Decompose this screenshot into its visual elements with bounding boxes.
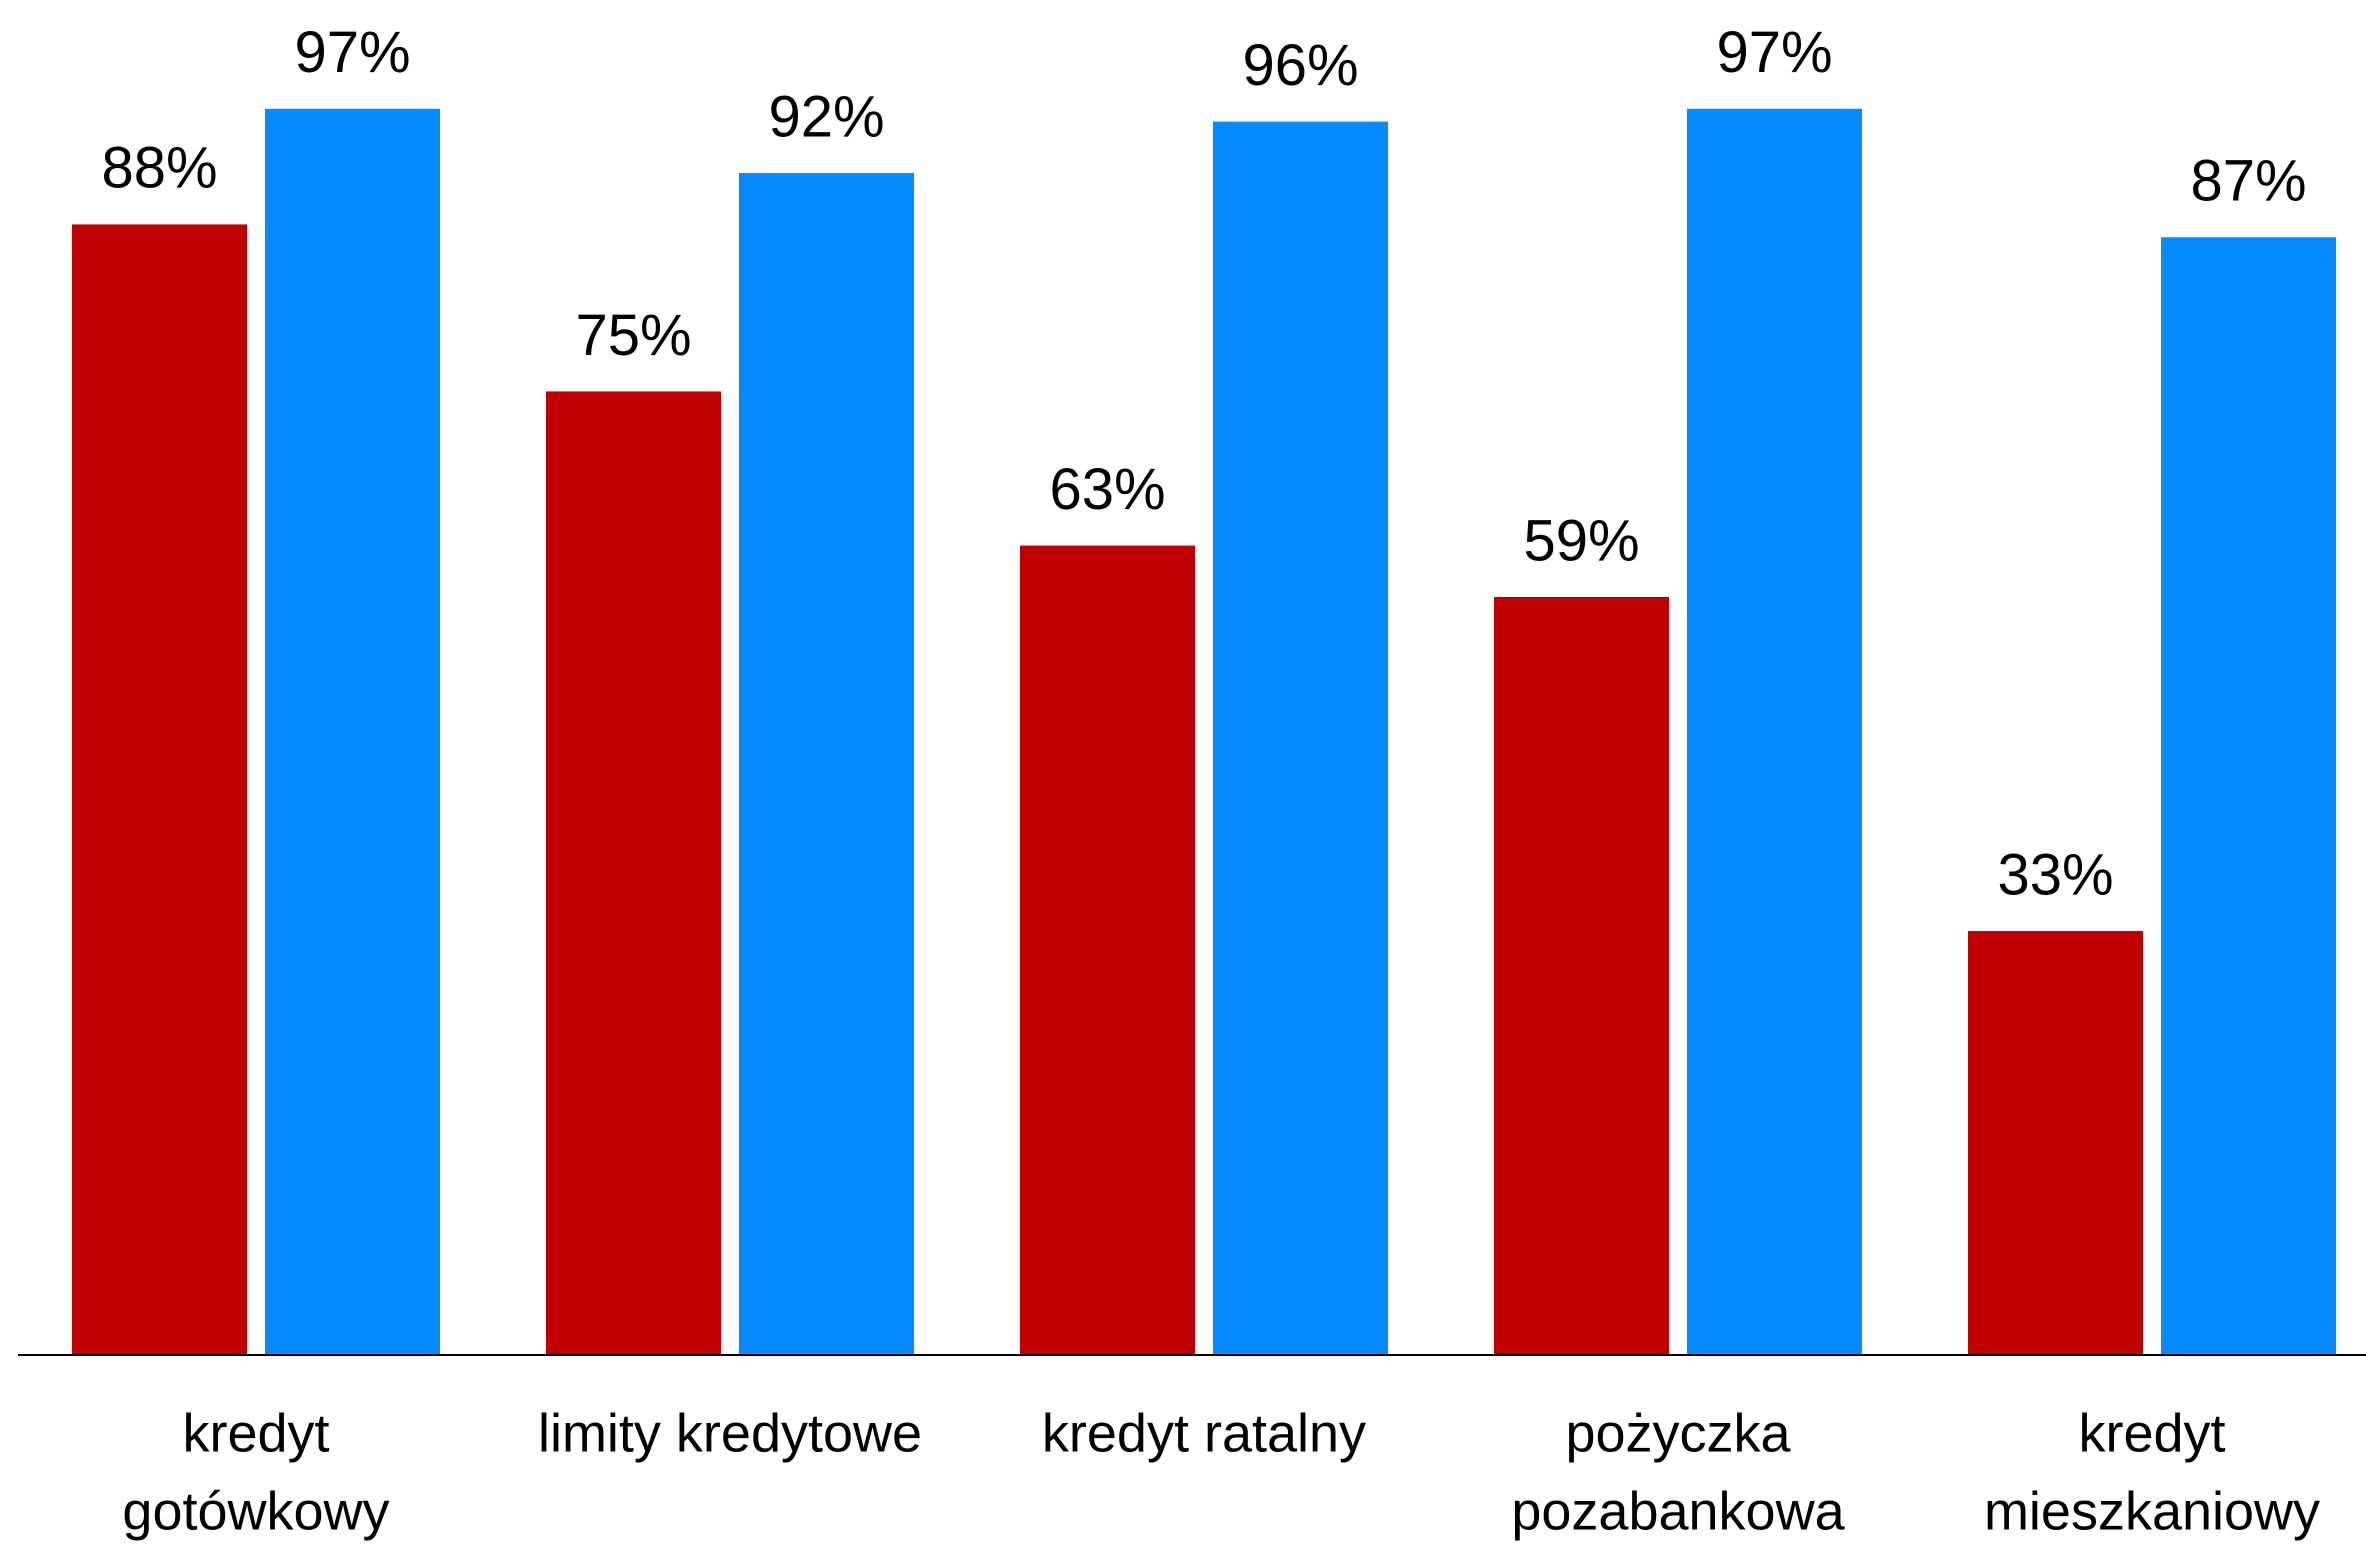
bar — [1213, 121, 1388, 1356]
x-tick-label: kredyt — [2078, 1403, 2225, 1463]
bar — [1968, 931, 2143, 1355]
value-label: 33% — [1997, 842, 2113, 907]
bar — [1020, 545, 1195, 1355]
value-label: 96% — [1242, 33, 1358, 98]
bar — [739, 173, 914, 1355]
value-label: 92% — [768, 84, 884, 149]
bar — [546, 391, 721, 1355]
x-tick-label: kredyt ratalny — [1042, 1403, 1366, 1463]
value-label: 63% — [1049, 457, 1165, 522]
bar — [1494, 596, 1669, 1355]
value-label: 97% — [1716, 20, 1832, 85]
x-tick-label: pozabankowa — [1511, 1481, 1845, 1541]
bar — [1687, 108, 1862, 1355]
value-label: 59% — [1523, 508, 1639, 573]
value-label: 75% — [575, 303, 691, 368]
bar — [72, 224, 247, 1355]
x-tick-label: mieszkaniowy — [1984, 1481, 2320, 1541]
value-label: 88% — [101, 136, 217, 201]
x-tick-label: gotówkowy — [122, 1481, 389, 1541]
bar — [2161, 237, 2336, 1356]
value-label: 97% — [294, 20, 410, 85]
x-tick-label: pożyczka — [1565, 1403, 1791, 1463]
bar — [265, 108, 440, 1355]
value-label: 87% — [2190, 149, 2306, 214]
x-tick-label: kredyt — [182, 1403, 329, 1463]
x-tick-label: limity kredytowe — [538, 1403, 922, 1463]
